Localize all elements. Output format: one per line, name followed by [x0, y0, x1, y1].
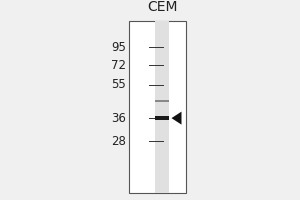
Text: 36: 36: [111, 112, 126, 125]
Text: 72: 72: [111, 59, 126, 72]
Polygon shape: [172, 112, 182, 125]
Bar: [154, 100, 169, 102]
Bar: [129, 21, 186, 193]
Bar: [154, 116, 169, 120]
Text: 28: 28: [111, 135, 126, 148]
Text: 55: 55: [111, 78, 126, 91]
Bar: [154, 21, 169, 193]
Text: CEM: CEM: [147, 0, 177, 14]
Text: 95: 95: [111, 41, 126, 54]
